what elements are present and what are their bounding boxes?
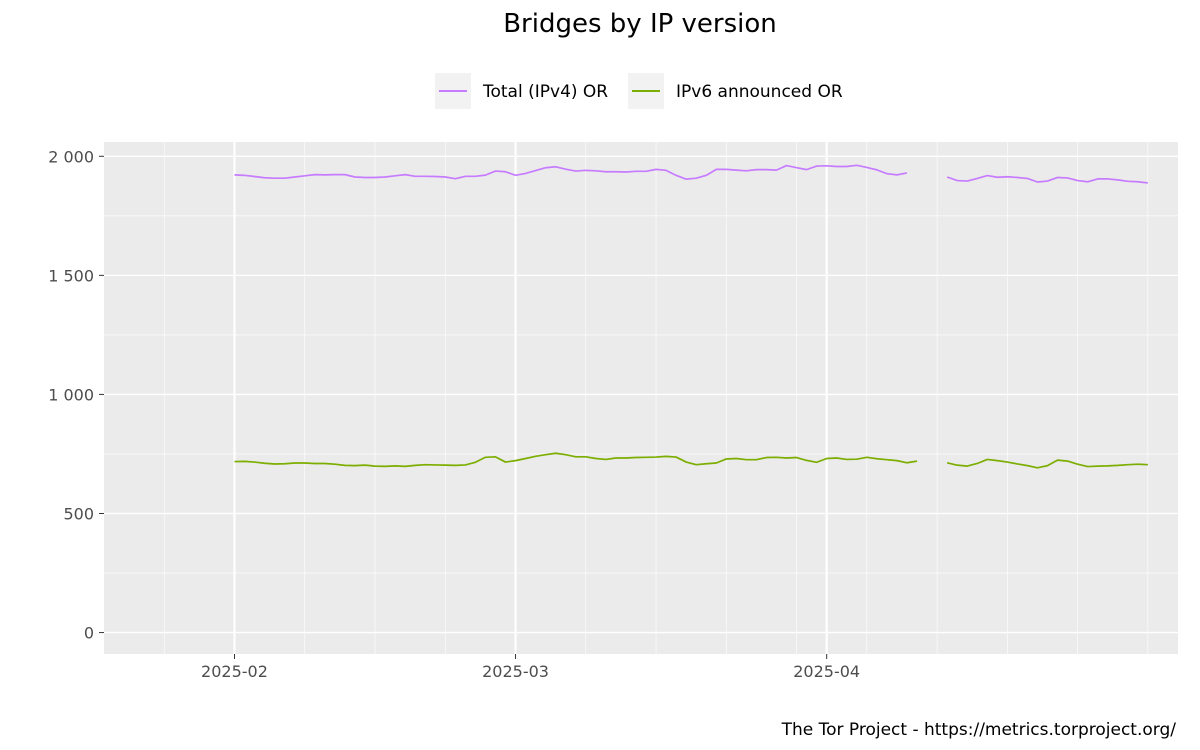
y-tick-label: 1 500 [48,266,94,285]
x-tick-label: 2025-03 [482,662,549,681]
series-line [234,452,918,468]
gridlines [104,142,1178,654]
chart-title: Bridges by IP version [503,9,777,39]
series-line [234,164,908,180]
y-tick-label: 0 [84,624,94,643]
legend-label-ipv6: IPv6 announced OR [676,82,843,102]
legend-label-total-ipv4: Total (IPv4) OR [482,82,608,102]
y-axis: 0 500 1 000 1 500 2 000 [48,147,104,643]
legend: Total (IPv4) OR IPv6 announced OR [435,73,843,109]
y-tick-label: 500 [63,504,94,523]
x-tick-label: 2025-04 [793,662,860,681]
y-tick-label: 1 000 [48,385,94,404]
plot-panel [104,142,1178,654]
y-tick-label: 2 000 [48,147,94,166]
series-line [946,174,1148,184]
series-line [946,458,1148,469]
x-axis: 2025-02 2025-03 2025-04 [201,654,860,681]
series-lines [234,164,1148,469]
x-tick-label: 2025-02 [201,662,268,681]
chart-caption: The Tor Project - https://metrics.torpro… [781,720,1177,740]
